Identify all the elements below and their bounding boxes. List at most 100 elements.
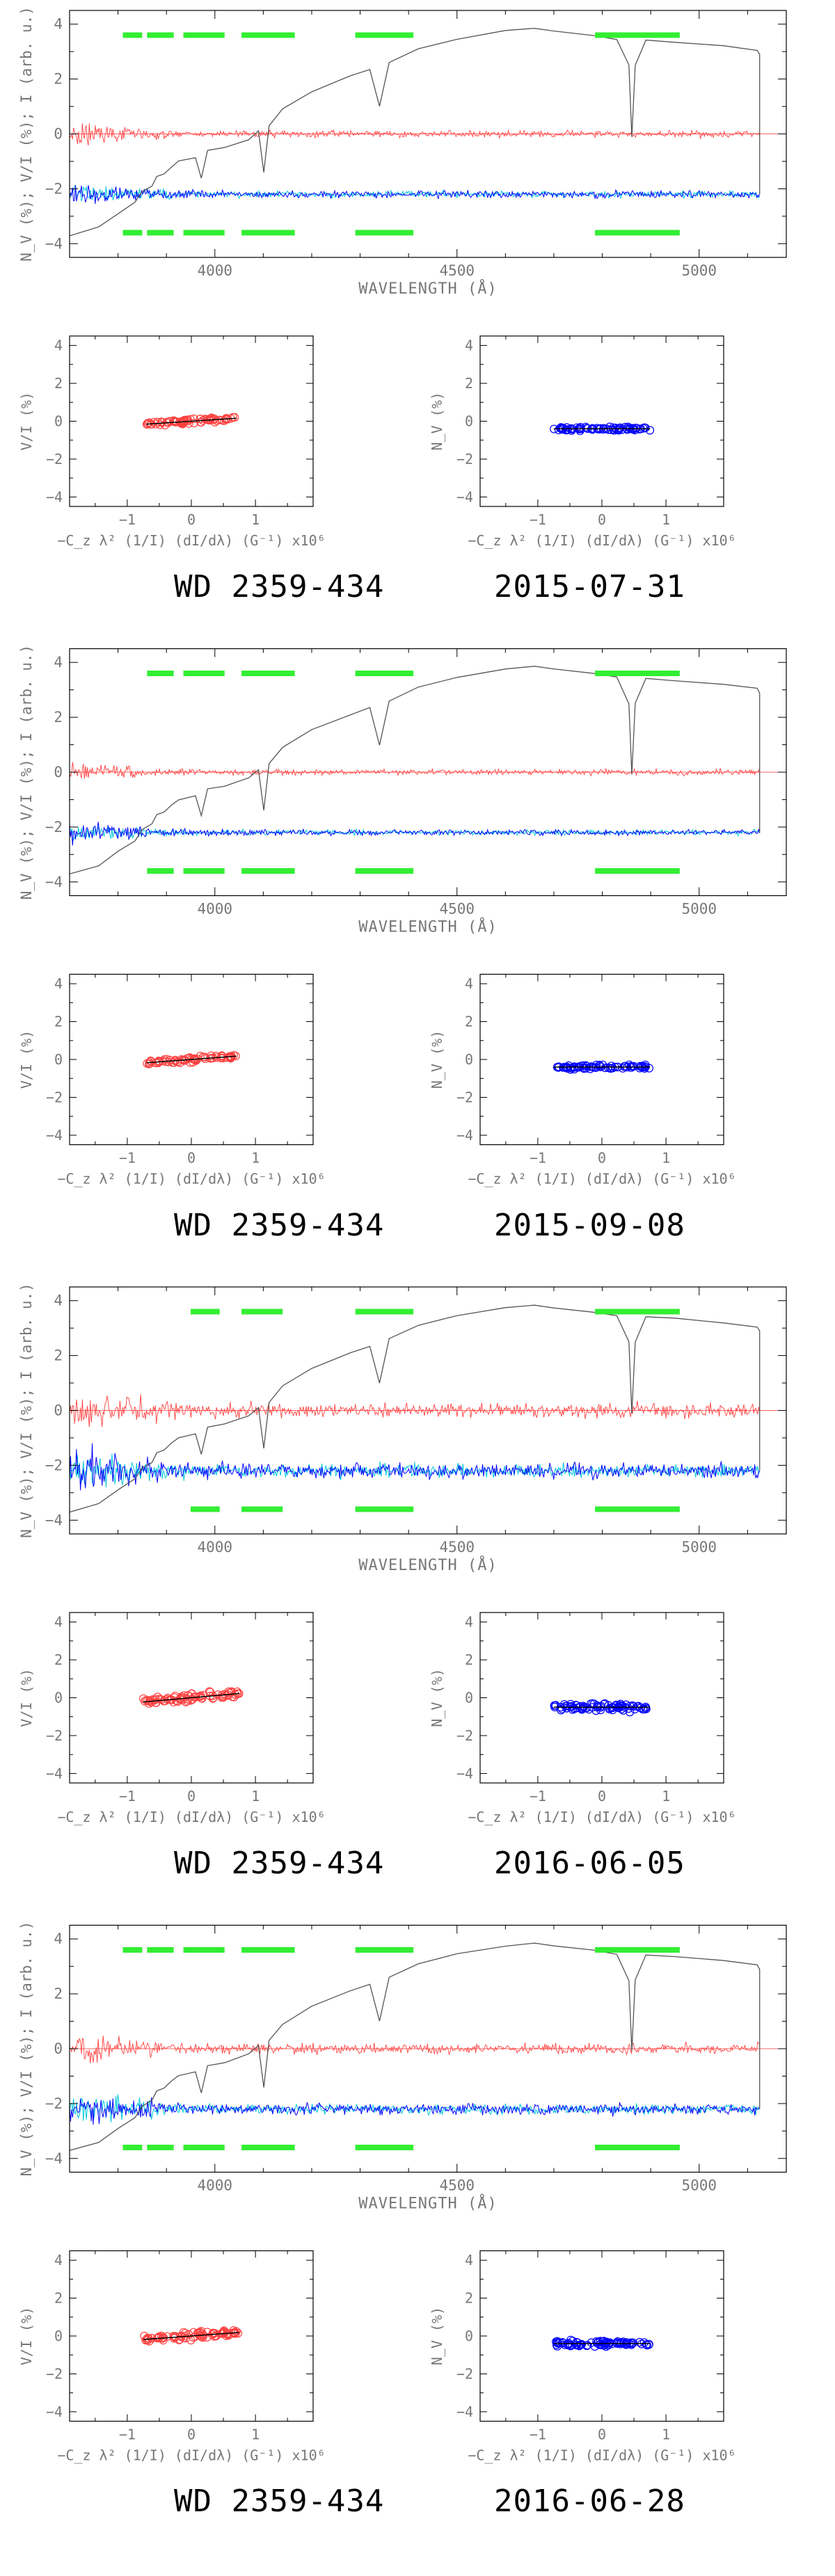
spectrum-panel-4: 4000 4500 5000 −4 −2 0 2 4 WAVELENGTH (Å) N_V (%)… (18, 1921, 787, 2213)
scatter-xtick-label: 1 (662, 511, 670, 528)
spectrum-xlabel: WAVELENGTH (Å) (358, 2194, 497, 2213)
mask-window-bottom-1 (122, 2145, 143, 2150)
scatter-ytick-label: −2 (46, 1727, 63, 1744)
caption-date-3: 2016-06-05 (494, 1846, 685, 1881)
mask-window-bottom-2 (241, 1506, 283, 1512)
spectrum-xtick-label: 4000 (197, 262, 232, 279)
mask-window-top-4 (241, 1947, 295, 1953)
scatter-ytick-label: 0 (54, 2328, 63, 2344)
spectrum-xtick-label: 5000 (681, 901, 717, 918)
scatter-ytick-label: 2 (54, 1014, 63, 1030)
spectrum-xlabel: WAVELENGTH (Å) (358, 918, 497, 936)
spectrum-xtick-label: 4500 (439, 901, 475, 918)
spectrum-ytick-label: −2 (45, 819, 63, 835)
data-point (170, 1693, 179, 1702)
scatter-frame (479, 335, 724, 507)
spectrum-ytick-label: 0 (54, 1402, 63, 1419)
spectrum-ytick-label: −4 (45, 2150, 63, 2167)
data-point (612, 425, 621, 434)
data-point (571, 2340, 581, 2350)
spectrum-ytick-label: −2 (45, 1457, 63, 1473)
spectrum-xlabel: WAVELENGTH (Å) (358, 279, 497, 298)
fit-line (143, 1693, 240, 1703)
data-point (161, 1697, 170, 1706)
mask-window-top-5 (595, 671, 680, 676)
data-point (595, 2340, 604, 2349)
scatter-xtick-label: 0 (187, 2426, 196, 2443)
mask-window-bottom-1 (190, 1506, 220, 1512)
mask-window-bottom-5 (595, 868, 680, 874)
scatter-ytick-label: 0 (54, 1690, 63, 1706)
mask-window-bottom-3 (183, 2145, 225, 2150)
null-scatter-panel-4: −1 0 1 −4 −2 0 2 4 −C_z λ² (1/I) (dI/dλ) (G⁻¹) x… (429, 2250, 736, 2464)
mask-window-top-5 (355, 32, 414, 38)
scatter-xtick-label: 0 (187, 1150, 196, 1167)
data-point (189, 419, 199, 428)
mask-window-bottom-6 (595, 2145, 680, 2150)
scatter-xtick-label: 1 (251, 2426, 260, 2443)
mask-window-bottom-2 (183, 868, 225, 874)
scatter-xtick-label: −1 (530, 1150, 546, 1167)
scatter-ytick-label: −4 (456, 488, 473, 505)
scatter-xtick-label: 1 (251, 511, 260, 528)
mask-window-bottom-2 (147, 230, 174, 236)
scatter-xlabel: −C_z λ² (1/I) (dI/dλ) (G⁻¹) x10⁶ (468, 1171, 735, 1187)
data-point (197, 1694, 206, 1703)
data-point (598, 425, 608, 434)
mask-window-bottom-1 (147, 868, 174, 874)
spectrum-ytick-label: −4 (45, 1512, 63, 1528)
data-point (567, 1702, 576, 1711)
scatter-ytick-label: −2 (46, 1089, 63, 1105)
scatter-xtick-label: 0 (598, 1150, 606, 1167)
vi-scatter-panel-1: −1 0 1 −4 −2 0 2 4 −C_z λ² (1/I) (dI/dλ) (G⁻¹) x… (18, 335, 326, 549)
spectrum-ylabel: N_V (%); V/I (%); I (arb. u.) (18, 1283, 35, 1538)
scatter-xtick-label: −1 (119, 2426, 136, 2443)
stokes-v-spectrum (70, 123, 761, 146)
data-point (642, 2341, 652, 2350)
spectrum-xtick-label: 5000 (681, 2177, 717, 2194)
spectrum-panel-3: 4000 4500 5000 −4 −2 0 2 4 WAVELENGTH (Å) N_V (%)… (18, 1283, 787, 1574)
mask-window-top-3 (183, 1947, 225, 1953)
data-point (197, 417, 206, 427)
data-point (188, 1695, 197, 1704)
data-point (173, 1057, 182, 1066)
scatter-xtick-label: 1 (662, 2426, 670, 2443)
mask-window-bottom-1 (122, 230, 143, 236)
spectrum-panel-1: 4000 4500 5000 −4 −2 0 2 4 WAVELENGTH (Å) N_V (%)… (18, 6, 787, 298)
intensity-spectrum (70, 666, 761, 874)
intensity-spectrum (70, 1942, 761, 2151)
data-point (623, 425, 632, 434)
spectrum-ytick-label: 2 (54, 71, 63, 88)
scatter-ytick-label: −2 (456, 451, 473, 467)
spectrum-ytick-label: −4 (45, 874, 63, 890)
mask-window-bottom-5 (355, 230, 414, 236)
mask-window-top-4 (241, 32, 295, 38)
scatter-ytick-label: 4 (54, 975, 63, 992)
data-point (571, 1701, 580, 1710)
scatter-ytick-label: −2 (456, 2365, 473, 2382)
mask-window-top-2 (183, 671, 225, 676)
scatter-frame (479, 2250, 724, 2422)
scatter-ytick-label: −4 (46, 1765, 63, 1782)
spectrum-ytick-label: 0 (54, 126, 63, 143)
data-point (562, 423, 571, 432)
scatter-ytick-label: 4 (54, 337, 63, 354)
scatter-ytick-label: 0 (465, 413, 473, 430)
caption-date-2: 2015-09-08 (494, 1208, 685, 1243)
data-point (639, 2338, 649, 2347)
scatter-xtick-label: 0 (598, 2426, 606, 2443)
data-point (147, 1698, 156, 1707)
mask-window-top-3 (355, 1309, 414, 1315)
data-point (616, 1699, 626, 1709)
scatter-ytick-label: 2 (465, 1014, 473, 1030)
scatter-ytick-label: 2 (465, 1651, 473, 1668)
scatter-ylabel: N_V (%) (429, 392, 445, 450)
mask-window-bottom-5 (355, 2145, 414, 2150)
data-point (630, 1704, 639, 1713)
scatter-ytick-label: −4 (456, 1765, 473, 1782)
scatter-xtick-label: 0 (187, 511, 196, 528)
data-point (181, 2329, 190, 2338)
data-point (208, 1694, 217, 1703)
scatter-xtick-label: 0 (598, 511, 606, 528)
spectrum-xtick-label: 4000 (197, 1539, 232, 1555)
